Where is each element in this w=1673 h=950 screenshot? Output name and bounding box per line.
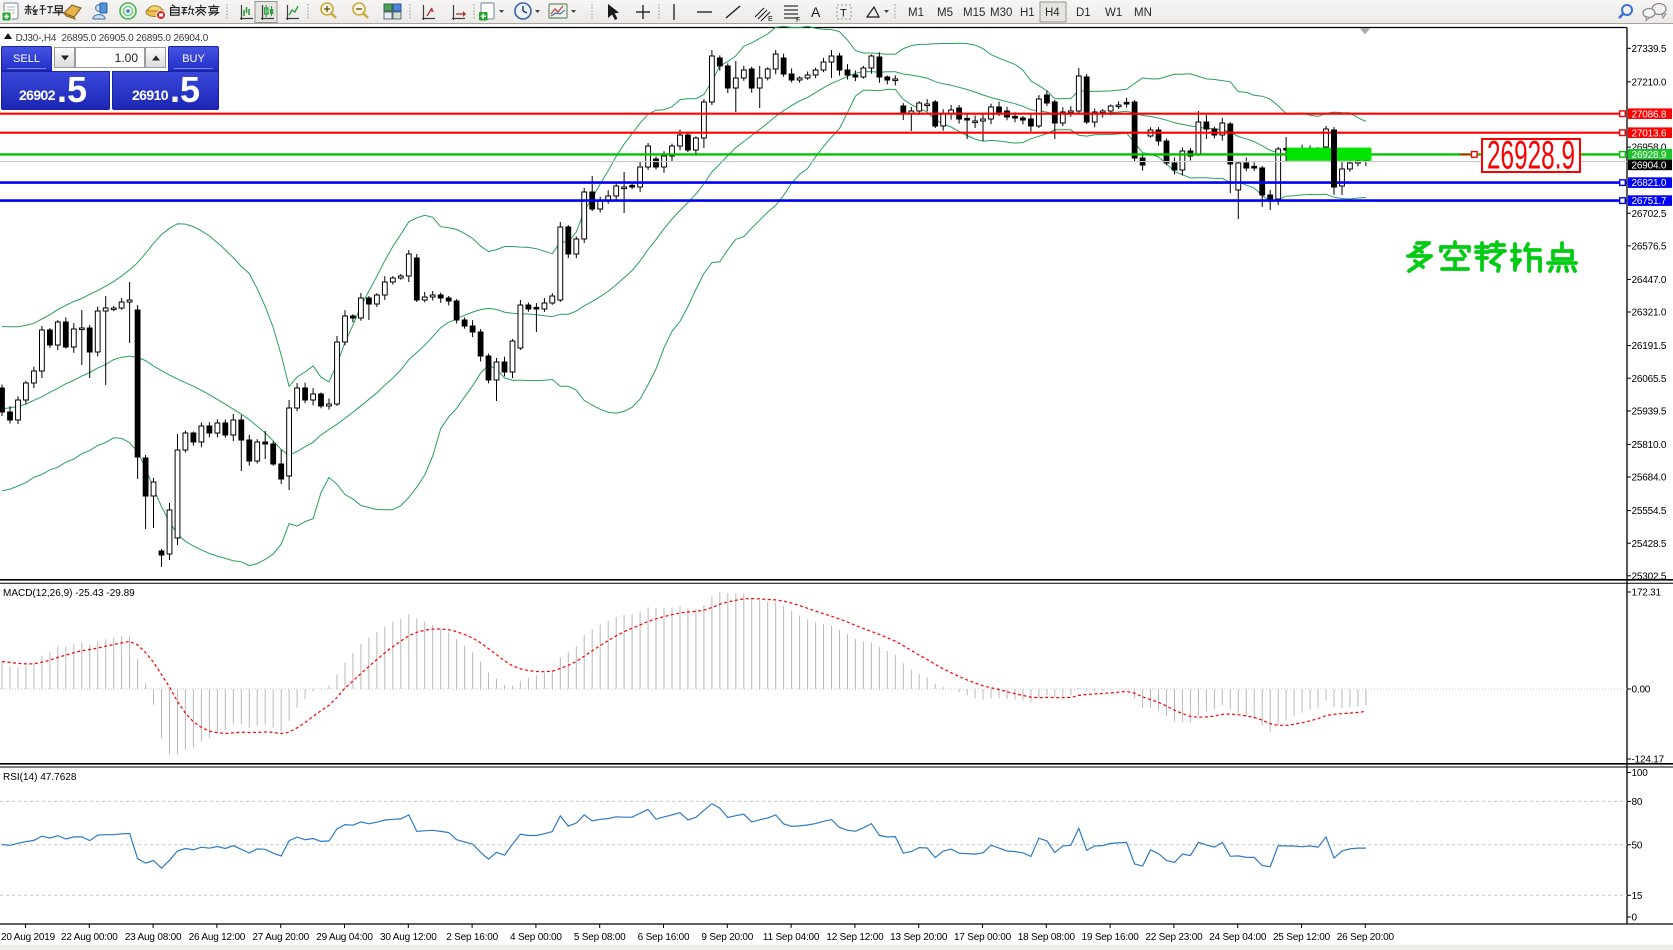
svg-text:25939.5: 25939.5 <box>1632 407 1667 418</box>
svg-text:50: 50 <box>1632 840 1643 851</box>
svg-text:29 Aug 04:00: 29 Aug 04:00 <box>316 932 373 943</box>
svg-text:26928.9: 26928.9 <box>1632 150 1667 161</box>
svg-text:26821.0: 26821.0 <box>1632 178 1667 189</box>
svg-text:30 Aug 12:00: 30 Aug 12:00 <box>380 932 437 943</box>
svg-text:100: 100 <box>1632 768 1649 779</box>
svg-text:26702.5: 26702.5 <box>1632 209 1667 220</box>
svg-text:22 Aug 00:00: 22 Aug 00:00 <box>61 932 118 943</box>
svg-text:26321.0: 26321.0 <box>1632 308 1667 319</box>
svg-text:26 Aug 12:00: 26 Aug 12:00 <box>189 932 246 943</box>
svg-text:0: 0 <box>1632 913 1638 924</box>
svg-text:5 Sep 08:00: 5 Sep 08:00 <box>574 932 626 943</box>
svg-text:26065.5: 26065.5 <box>1632 374 1667 385</box>
svg-text:13 Sep 20:00: 13 Sep 20:00 <box>890 932 948 943</box>
svg-text:26447.0: 26447.0 <box>1632 275 1667 286</box>
svg-text:27 Aug 20:00: 27 Aug 20:00 <box>252 932 309 943</box>
svg-text:27210.0: 27210.0 <box>1632 77 1667 88</box>
svg-text:T: T <box>840 8 847 20</box>
svg-text:26928.9: 26928.9 <box>1487 134 1575 178</box>
svg-text:18 Sep 08:00: 18 Sep 08:00 <box>1018 932 1076 943</box>
svg-text:26 Sep 20:00: 26 Sep 20:00 <box>1337 932 1395 943</box>
svg-text:MACD(12,26,9) -25.43 -29.89: MACD(12,26,9) -25.43 -29.89 <box>3 588 135 599</box>
svg-text:D1: D1 <box>1076 7 1091 19</box>
svg-text:H1: H1 <box>1020 7 1035 19</box>
svg-text:25428.5: 25428.5 <box>1632 539 1667 550</box>
svg-text:W1: W1 <box>1105 7 1122 19</box>
svg-text:M1: M1 <box>908 7 924 19</box>
svg-text:0.00: 0.00 <box>1632 685 1651 696</box>
svg-text:11 Sep 04:00: 11 Sep 04:00 <box>763 932 820 943</box>
svg-text:M15: M15 <box>963 7 985 19</box>
svg-text:E: E <box>768 16 773 23</box>
svg-text:RSI(14) 47.7628: RSI(14) 47.7628 <box>3 772 77 783</box>
svg-text:22 Sep 23:00: 22 Sep 23:00 <box>1145 932 1203 943</box>
svg-text:25302.5: 25302.5 <box>1632 571 1667 582</box>
svg-text:24 Sep 04:00: 24 Sep 04:00 <box>1209 932 1267 943</box>
svg-text:80: 80 <box>1632 797 1643 808</box>
svg-text:2 Sep 16:00: 2 Sep 16:00 <box>446 932 498 943</box>
svg-text:27013.6: 27013.6 <box>1632 128 1667 139</box>
svg-text:25554.5: 25554.5 <box>1632 506 1667 517</box>
svg-text:9 Sep 20:00: 9 Sep 20:00 <box>701 932 753 943</box>
svg-text:25 Sep 12:00: 25 Sep 12:00 <box>1273 932 1331 943</box>
svg-text:-124.17: -124.17 <box>1632 755 1665 766</box>
svg-text:23 Aug 08:00: 23 Aug 08:00 <box>125 932 182 943</box>
svg-text:26576.5: 26576.5 <box>1632 242 1667 253</box>
svg-text:26751.7: 26751.7 <box>1632 196 1667 207</box>
svg-text:27339.5: 27339.5 <box>1632 44 1667 55</box>
svg-text:A: A <box>811 4 821 20</box>
svg-text:25810.0: 25810.0 <box>1632 440 1667 451</box>
svg-text:172.31: 172.31 <box>1632 588 1662 599</box>
svg-text:F: F <box>796 17 800 24</box>
svg-text:4 Sep 00:00: 4 Sep 00:00 <box>510 932 562 943</box>
svg-text:26191.5: 26191.5 <box>1632 341 1667 352</box>
svg-text:26904.0: 26904.0 <box>1632 161 1667 172</box>
svg-text:17 Sep 00:00: 17 Sep 00:00 <box>954 932 1012 943</box>
svg-text:26958.0: 26958.0 <box>1632 143 1667 154</box>
svg-text:12 Sep 12:00: 12 Sep 12:00 <box>826 932 884 943</box>
svg-text:25684.0: 25684.0 <box>1632 473 1667 484</box>
svg-text:19 Sep 16:00: 19 Sep 16:00 <box>1082 932 1140 943</box>
svg-text:20 Aug 2019: 20 Aug 2019 <box>1 932 56 943</box>
svg-text:15: 15 <box>1632 891 1643 902</box>
svg-text:M5: M5 <box>937 7 953 19</box>
svg-text:H4: H4 <box>1045 7 1060 19</box>
svg-text:MN: MN <box>1134 7 1152 19</box>
svg-text:6 Sep 16:00: 6 Sep 16:00 <box>638 932 690 943</box>
svg-text:27086.8: 27086.8 <box>1632 109 1667 120</box>
svg-text:M30: M30 <box>990 7 1012 19</box>
